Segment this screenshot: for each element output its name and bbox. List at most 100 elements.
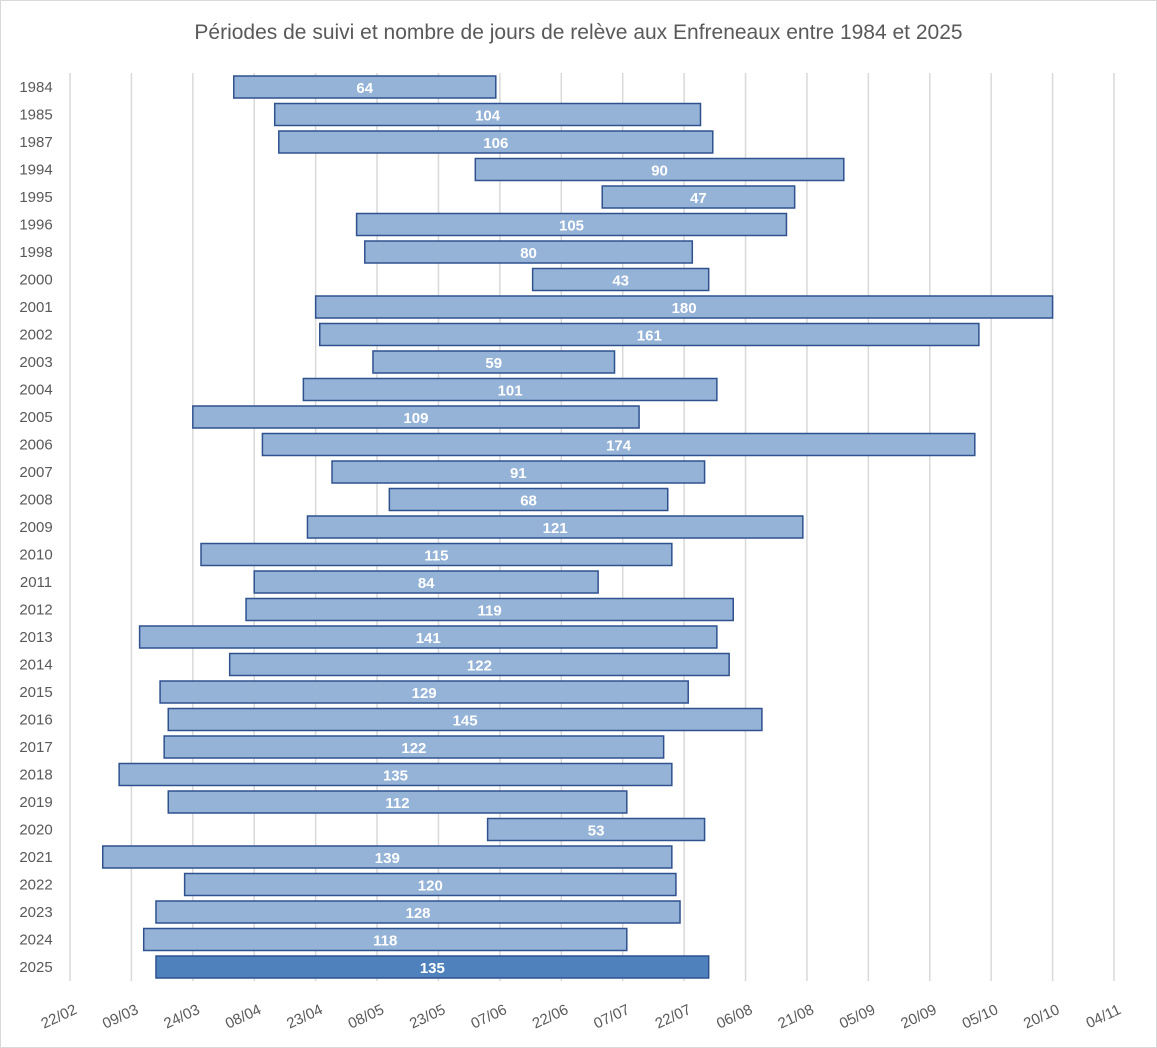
y-tick-label: 2005 <box>19 409 52 426</box>
y-tick-label: 2010 <box>19 547 52 564</box>
bar <box>245 597 734 622</box>
x-tick-label: 08/04 <box>223 1001 264 1032</box>
bar <box>364 240 694 264</box>
data-label: 121 <box>543 520 568 537</box>
x-tick-label: 23/05 <box>407 1001 448 1032</box>
bar <box>388 487 669 512</box>
bar <box>531 267 710 292</box>
y-tick-label: 1985 <box>19 107 52 124</box>
data-label: 47 <box>690 190 707 207</box>
bar <box>167 707 763 732</box>
x-tick-label: 04/11 <box>1083 1001 1123 1032</box>
data-label: 180 <box>672 300 697 317</box>
x-tick-label: 05/10 <box>960 1001 1001 1032</box>
chart-title: Périodes de suivi et nombre de jours de … <box>194 21 963 44</box>
y-tick-label: 2018 <box>19 767 52 784</box>
bar <box>253 570 599 594</box>
bar <box>355 212 788 237</box>
y-tick-label: 2008 <box>19 492 52 509</box>
bar <box>118 762 673 787</box>
bar <box>372 350 616 374</box>
y-tick-label: 2021 <box>19 849 52 866</box>
x-tick-label: 05/09 <box>837 1001 878 1032</box>
y-tick-label: 2003 <box>19 354 52 371</box>
bar <box>233 75 497 99</box>
y-tick-label: 1984 <box>19 79 52 96</box>
data-label: 59 <box>485 355 502 372</box>
y-tick-label: 1996 <box>19 217 52 234</box>
bar <box>155 900 681 924</box>
bar <box>155 955 710 979</box>
x-tick-label: 20/09 <box>898 1001 939 1032</box>
data-label: 161 <box>637 328 662 345</box>
bar <box>228 652 730 677</box>
y-tick-label: 2025 <box>19 959 52 976</box>
bar <box>192 405 640 429</box>
data-label: 141 <box>416 630 441 647</box>
bar <box>318 322 980 347</box>
bar <box>102 845 673 869</box>
y-tick-label: 2023 <box>19 904 52 921</box>
y-tick-label: 2024 <box>19 932 52 949</box>
y-tick-label: 2019 <box>19 794 52 811</box>
data-label: 119 <box>478 603 502 620</box>
data-label: 101 <box>498 383 523 400</box>
data-label: 122 <box>467 658 492 675</box>
y-tick-label: 2006 <box>19 437 52 454</box>
data-label: 53 <box>588 823 605 840</box>
x-tick-label: 24/03 <box>161 1001 202 1032</box>
data-label: 120 <box>418 878 443 895</box>
data-label: 174 <box>606 438 632 455</box>
y-tick-label: 2014 <box>19 657 52 674</box>
y-tick-label: 2002 <box>19 327 52 344</box>
data-label: 112 <box>385 795 409 812</box>
y-tick-label: 2004 <box>19 382 52 399</box>
y-tick-label: 2011 <box>20 574 52 591</box>
bar <box>200 542 673 567</box>
data-label: 122 <box>401 740 426 757</box>
data-label: 139 <box>375 850 400 867</box>
y-tick-label: 2007 <box>19 464 52 481</box>
x-tick-label: 22/02 <box>38 1001 79 1032</box>
bar <box>601 185 796 209</box>
x-tick-label: 20/10 <box>1021 1001 1062 1032</box>
bar <box>138 625 718 649</box>
y-tick-label: 2001 <box>19 299 52 316</box>
x-tick-label: 07/07 <box>591 1001 632 1032</box>
y-tick-label: 2020 <box>19 822 52 839</box>
x-tick-label: 22/06 <box>530 1001 571 1032</box>
data-label: 80 <box>520 245 537 262</box>
bar <box>474 157 845 182</box>
bar <box>261 432 976 457</box>
bar <box>314 295 1054 319</box>
data-label: 64 <box>356 80 373 97</box>
data-label: 118 <box>373 933 397 950</box>
data-label: 115 <box>424 548 448 565</box>
bar <box>273 102 702 127</box>
y-tick-label: 2016 <box>19 712 52 729</box>
bar <box>302 377 718 402</box>
data-label: 105 <box>559 218 584 235</box>
data-label: 135 <box>420 960 445 977</box>
y-tick-label: 2009 <box>19 519 52 536</box>
data-label: 84 <box>418 575 435 592</box>
x-tick-label: 22/07 <box>653 1001 694 1032</box>
bar <box>331 460 706 484</box>
y-tick-label: 1995 <box>19 189 52 206</box>
bar <box>486 817 706 842</box>
y-tick-label: 2000 <box>19 272 52 289</box>
bar <box>278 130 714 154</box>
x-tick-label: 23/04 <box>284 1001 325 1032</box>
data-label: 90 <box>651 163 668 180</box>
x-tick-label: 21/08 <box>775 1001 816 1032</box>
y-tick-label: 2012 <box>19 602 52 619</box>
bar <box>183 872 677 897</box>
y-tick-label: 2017 <box>19 739 52 756</box>
y-tick-label: 1994 <box>19 162 52 179</box>
bar <box>163 735 665 759</box>
data-label: 68 <box>520 493 537 510</box>
y-tick-label: 2013 <box>19 629 52 646</box>
data-label: 128 <box>405 905 430 922</box>
bar <box>159 680 689 704</box>
